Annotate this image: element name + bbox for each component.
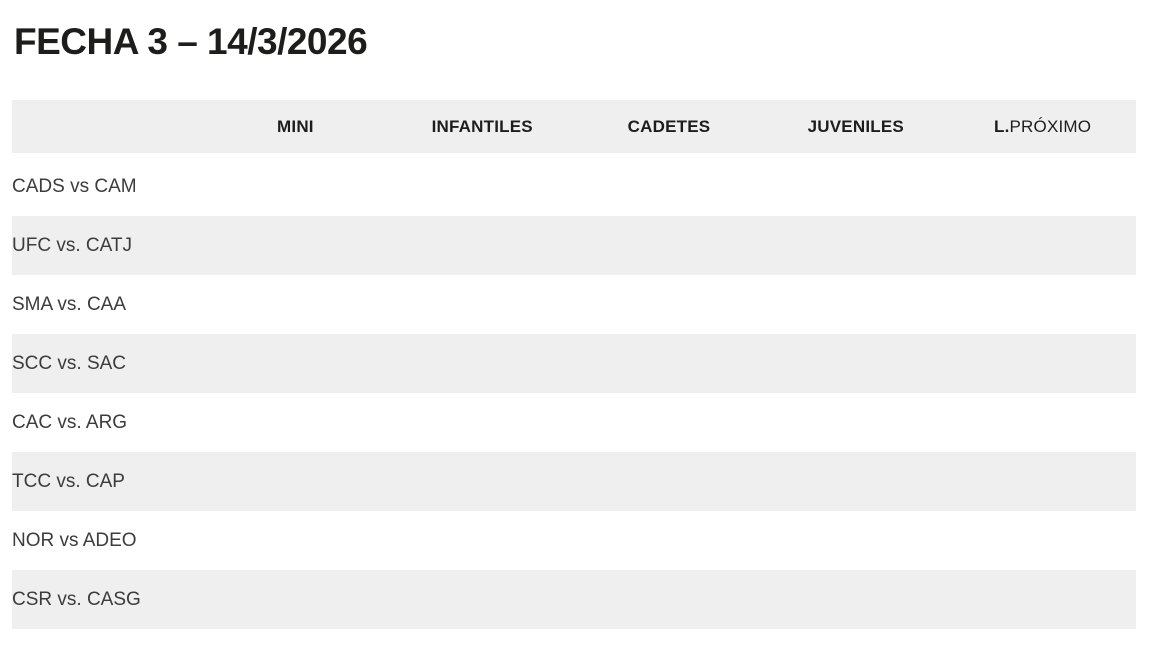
empty-cell-lproximo [949, 155, 1136, 216]
match-label: CADS vs CAM [12, 155, 202, 216]
empty-cell-cadetes [575, 393, 763, 452]
column-label: L. [993, 116, 1010, 136]
match-label: NOR vs ADEO [12, 511, 202, 570]
empty-cell-juveniles [762, 393, 950, 452]
empty-cell-juveniles [762, 452, 950, 511]
header-cell-infantiles: INFANTILES [388, 100, 576, 157]
empty-cell-cadetes [575, 452, 763, 511]
table-row: CAC vs. ARG [12, 393, 1136, 452]
empty-cell-cadetes [575, 334, 763, 393]
empty-cell-juveniles [762, 570, 950, 629]
match-label: UFC vs. CATJ [12, 216, 202, 275]
empty-cell-mini [202, 570, 389, 629]
page: FECHA 3 – 14/3/2026 MINI INFANTILES CADE… [0, 22, 1160, 650]
table-header-row: MINI INFANTILES CADETES JUVENILES L.PRÓX… [12, 100, 1136, 157]
header-cell-mini: MINI [202, 100, 389, 157]
table-row: UFC vs. CATJ [12, 216, 1136, 275]
empty-cell-mini [202, 216, 389, 275]
match-label: TCC vs. CAP [12, 452, 202, 511]
empty-cell-infantiles [388, 570, 576, 629]
empty-cell-juveniles [762, 216, 950, 275]
empty-cell-infantiles [388, 275, 576, 334]
match-label: CAC vs. ARG [12, 393, 202, 452]
header-cell-juveniles: JUVENILES [762, 100, 950, 157]
table-row: SCC vs. SAC [12, 334, 1136, 393]
empty-cell-lproximo [949, 275, 1136, 334]
empty-cell-cadetes [575, 570, 763, 629]
empty-cell-infantiles [388, 511, 576, 570]
table-row: CSR vs. CASG [12, 570, 1136, 629]
empty-cell-juveniles [762, 275, 950, 334]
empty-cell-lproximo [949, 334, 1136, 393]
empty-cell-juveniles [762, 155, 950, 216]
empty-cell-mini [202, 511, 389, 570]
empty-cell-infantiles [388, 452, 576, 511]
fixtures-table: MINI INFANTILES CADETES JUVENILES L.PRÓX… [12, 100, 1136, 629]
empty-cell-lproximo [949, 570, 1136, 629]
match-label: SMA vs. CAA [12, 275, 202, 334]
empty-cell-mini [202, 452, 389, 511]
empty-cell-cadetes [575, 216, 763, 275]
match-label: SCC vs. SAC [12, 334, 202, 393]
column-label: JUVENILES [807, 116, 904, 136]
header-cell-cadetes: CADETES [575, 100, 763, 157]
header-cell-lproximo: L.PRÓXIMO [949, 100, 1136, 157]
table-row: TCC vs. CAP [12, 452, 1136, 511]
empty-cell-mini [202, 393, 389, 452]
empty-cell-cadetes [575, 275, 763, 334]
empty-cell-infantiles [388, 216, 576, 275]
empty-cell-lproximo [949, 216, 1136, 275]
empty-cell-mini [202, 334, 389, 393]
table-row: CADS vs CAM [12, 155, 1136, 216]
empty-cell-infantiles [388, 334, 576, 393]
column-label: MINI [277, 116, 314, 136]
empty-cell-mini [202, 275, 389, 334]
empty-cell-lproximo [949, 452, 1136, 511]
column-label: INFANTILES [431, 116, 533, 136]
empty-cell-juveniles [762, 334, 950, 393]
empty-cell-lproximo [949, 511, 1136, 570]
header-cell-teams [12, 100, 202, 157]
empty-cell-infantiles [388, 155, 576, 216]
page-title: FECHA 3 – 14/3/2026 [14, 21, 368, 62]
empty-cell-juveniles [762, 511, 950, 570]
column-label: CADETES [627, 116, 711, 136]
table-row: SMA vs. CAA [12, 275, 1136, 334]
table-row: NOR vs ADEO [12, 511, 1136, 570]
empty-cell-mini [202, 155, 389, 216]
empty-cell-cadetes [575, 155, 763, 216]
empty-cell-infantiles [388, 393, 576, 452]
empty-cell-lproximo [949, 393, 1136, 452]
match-label: CSR vs. CASG [12, 570, 202, 629]
empty-cell-cadetes [575, 511, 763, 570]
